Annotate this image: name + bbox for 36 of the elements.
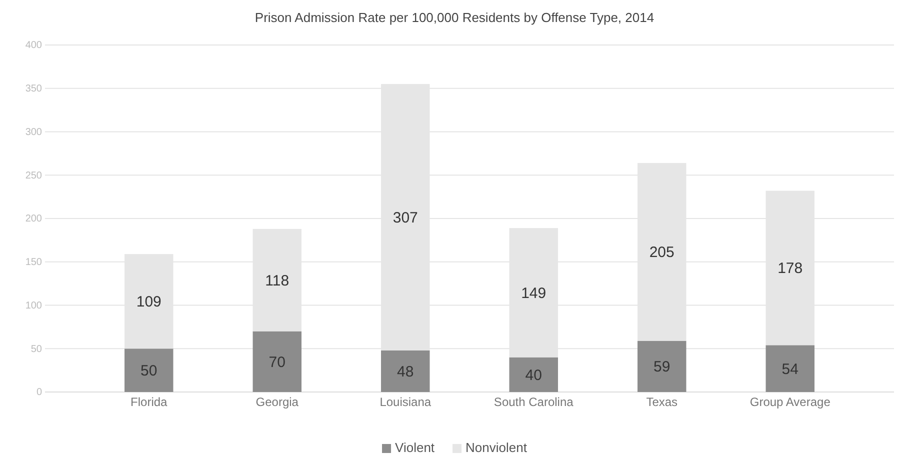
bar	[638, 340, 686, 392]
data-label: 205	[649, 244, 674, 262]
x-tick-label: Georgia	[256, 394, 299, 409]
data-label: 50	[140, 362, 158, 380]
y-tick-label: 150	[25, 257, 42, 268]
data-label: 118	[265, 272, 290, 290]
y-tick-label: 300	[25, 126, 42, 138]
x-tick-label: Florida	[130, 394, 168, 409]
y-tick-label: 50	[30, 344, 42, 355]
data-label: 59	[654, 358, 670, 376]
data-label: 54	[782, 360, 798, 378]
bar	[509, 357, 558, 392]
legend-label: Nonviolent	[466, 440, 528, 455]
x-tick-label: Group Average	[750, 394, 831, 409]
legend-label: Violent	[395, 440, 435, 455]
x-tick-label: South Carolina	[494, 394, 574, 409]
bar	[766, 345, 814, 392]
data-label: 149	[521, 284, 546, 302]
data-label: 70	[268, 354, 286, 371]
y-tick-label: 100	[25, 300, 42, 312]
y-tick-label: 0	[36, 387, 42, 398]
y-tick-label: 250	[25, 170, 42, 182]
chart-title: Prison Admission Rate per 100,000 Residents by Offense Type, 2014	[254, 10, 654, 25]
bar	[252, 331, 302, 392]
data-label: 178	[778, 260, 803, 278]
data-label: 307	[392, 209, 418, 226]
y-tick-label: 350	[25, 84, 42, 95]
bar	[124, 348, 174, 392]
bar	[381, 350, 430, 392]
y-tick-label: 400	[25, 40, 42, 52]
x-tick-label: Texas	[646, 394, 678, 409]
y-tick-label: 200	[25, 214, 42, 225]
x-tick-label: Louisiana	[380, 394, 432, 409]
data-label: 40	[525, 366, 542, 384]
data-label: 48	[397, 363, 414, 380]
data-label: 109	[136, 294, 162, 311]
